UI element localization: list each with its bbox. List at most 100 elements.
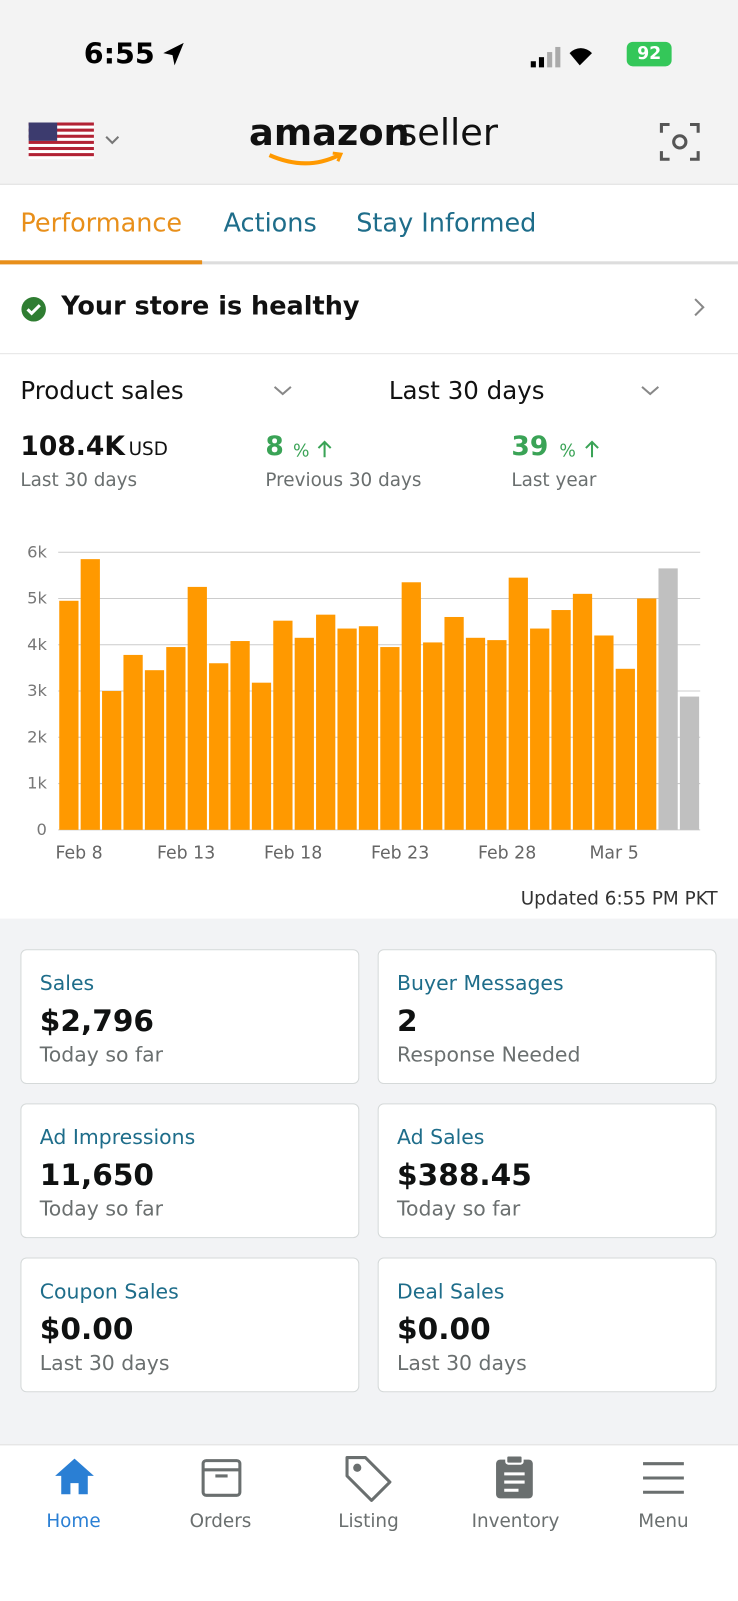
card-value: 2 <box>397 1003 418 1039</box>
bar <box>380 647 400 830</box>
card-sub: Response Needed <box>397 1042 581 1067</box>
bar <box>658 568 678 830</box>
summary-unit: % <box>292 440 310 462</box>
card-sub: Today so far <box>39 1042 164 1067</box>
bar <box>230 641 250 830</box>
bottom-nav <box>0 1444 738 1601</box>
nav-item[interactable]: Menu <box>638 1510 689 1533</box>
x-tick-label: Feb 28 <box>478 843 536 863</box>
bar <box>530 628 550 830</box>
signal-wifi <box>530 46 593 68</box>
nav-item[interactable]: Listing <box>338 1510 399 1533</box>
card-sub: Today so far <box>397 1196 521 1221</box>
summary-value: 8 <box>265 431 284 463</box>
bar <box>401 582 421 830</box>
inventory-icon <box>496 1454 533 1499</box>
summary-value: 108.4K <box>20 431 125 463</box>
bar <box>59 600 79 830</box>
location-icon <box>163 42 184 66</box>
up-arrow <box>317 440 332 458</box>
bar <box>251 682 272 830</box>
card[interactable]: Ad Impressions 11,650 Today so far <box>20 1103 360 1239</box>
y-tick-label: 3k <box>27 681 47 700</box>
divider <box>0 353 738 355</box>
tab[interactable]: Performance <box>20 208 183 238</box>
card-sub: Last 30 days <box>397 1350 527 1375</box>
nav-item[interactable]: Orders <box>189 1510 252 1533</box>
card-value: $388.45 <box>397 1157 532 1193</box>
card[interactable]: Buyer Messages 2 Response Needed <box>377 949 717 1084</box>
battery: 92 <box>626 41 672 67</box>
summary-unit: % <box>559 440 576 462</box>
tab[interactable]: Actions <box>223 208 317 238</box>
status-time: 6:55 <box>83 36 155 71</box>
updated-time: Updated 6:55 PM PKT <box>520 888 718 910</box>
bar <box>679 696 700 830</box>
home-icon <box>55 1458 94 1495</box>
bar <box>294 637 314 830</box>
card[interactable]: Sales $2,796 Today so far <box>20 949 360 1084</box>
summary-label: Previous 30 days <box>265 469 422 491</box>
bar <box>615 668 635 830</box>
period-select[interactable]: Last 30 days <box>388 376 545 406</box>
up-arrow <box>585 440 599 458</box>
card-sub: Today so far <box>39 1196 164 1221</box>
card-title: Deal Sales <box>397 1278 505 1304</box>
x-tick-label: Feb 23 <box>371 843 429 863</box>
bar <box>316 614 336 830</box>
sales-chart: 0 1k 2k 3k 4k 5k 6k Feb 8 Feb 13 Feb 18 Feb 23 Feb … <box>27 542 701 863</box>
listing-icon <box>345 1456 392 1502</box>
tab-rail <box>0 261 738 265</box>
y-tick-label: 5k <box>27 589 47 608</box>
bar <box>273 620 293 830</box>
card-title: Buyer Messages <box>397 970 564 996</box>
summary-label: Last 30 days <box>20 469 138 491</box>
y-tick-label: 6k <box>27 542 47 561</box>
bar <box>144 670 165 830</box>
y-tick-label: 0 <box>37 820 47 839</box>
bar <box>594 635 614 830</box>
brand: amazon <box>249 112 410 155</box>
metric-select[interactable]: Product sales <box>20 376 184 406</box>
bar <box>209 663 229 830</box>
dropdown-arrow <box>273 386 292 396</box>
summary-label: Last year <box>511 469 597 491</box>
bar <box>572 593 593 830</box>
menu-icon <box>643 1462 684 1494</box>
nav-item[interactable]: Inventory <box>471 1510 560 1533</box>
bar <box>551 610 571 830</box>
bar <box>444 616 464 830</box>
card[interactable]: Ad Sales $388.45 Today so far <box>377 1103 717 1239</box>
nav-item[interactable]: Home <box>46 1510 101 1533</box>
bar <box>187 586 207 830</box>
card-sub: Last 30 days <box>39 1350 170 1375</box>
card-title: Ad Sales <box>397 1124 485 1150</box>
bar <box>465 637 486 830</box>
bar <box>102 691 122 830</box>
country-flag[interactable] <box>28 122 131 161</box>
y-tick-label: 1k <box>27 774 47 793</box>
card[interactable]: Coupon Sales $0.00 Last 30 days <box>20 1257 360 1393</box>
y-tick-label: 2k <box>27 727 47 746</box>
card-title: Ad Impressions <box>39 1124 196 1150</box>
health-icon <box>21 297 46 322</box>
card-title: Sales <box>39 970 95 996</box>
divider <box>0 183 738 185</box>
card-title: Coupon Sales <box>39 1278 179 1304</box>
bar <box>358 626 379 830</box>
y-tick-label: 4k <box>27 635 47 654</box>
card[interactable]: Deal Sales $0.00 Last 30 days <box>377 1257 717 1393</box>
card-value: $0.00 <box>397 1311 491 1347</box>
x-tick-label: Feb 13 <box>157 843 215 863</box>
bar <box>508 577 528 830</box>
x-tick-label: Mar 5 <box>589 843 638 863</box>
scan-button[interactable] <box>659 122 700 161</box>
x-tick-label: Feb 18 <box>264 843 322 863</box>
tab[interactable]: Stay Informed <box>356 208 537 238</box>
bar <box>423 642 443 830</box>
health-status[interactable]: Your store is healthy <box>61 290 360 321</box>
top-bar <box>0 0 738 184</box>
card-value: $0.00 <box>39 1311 134 1347</box>
tab-indicator <box>0 260 203 265</box>
